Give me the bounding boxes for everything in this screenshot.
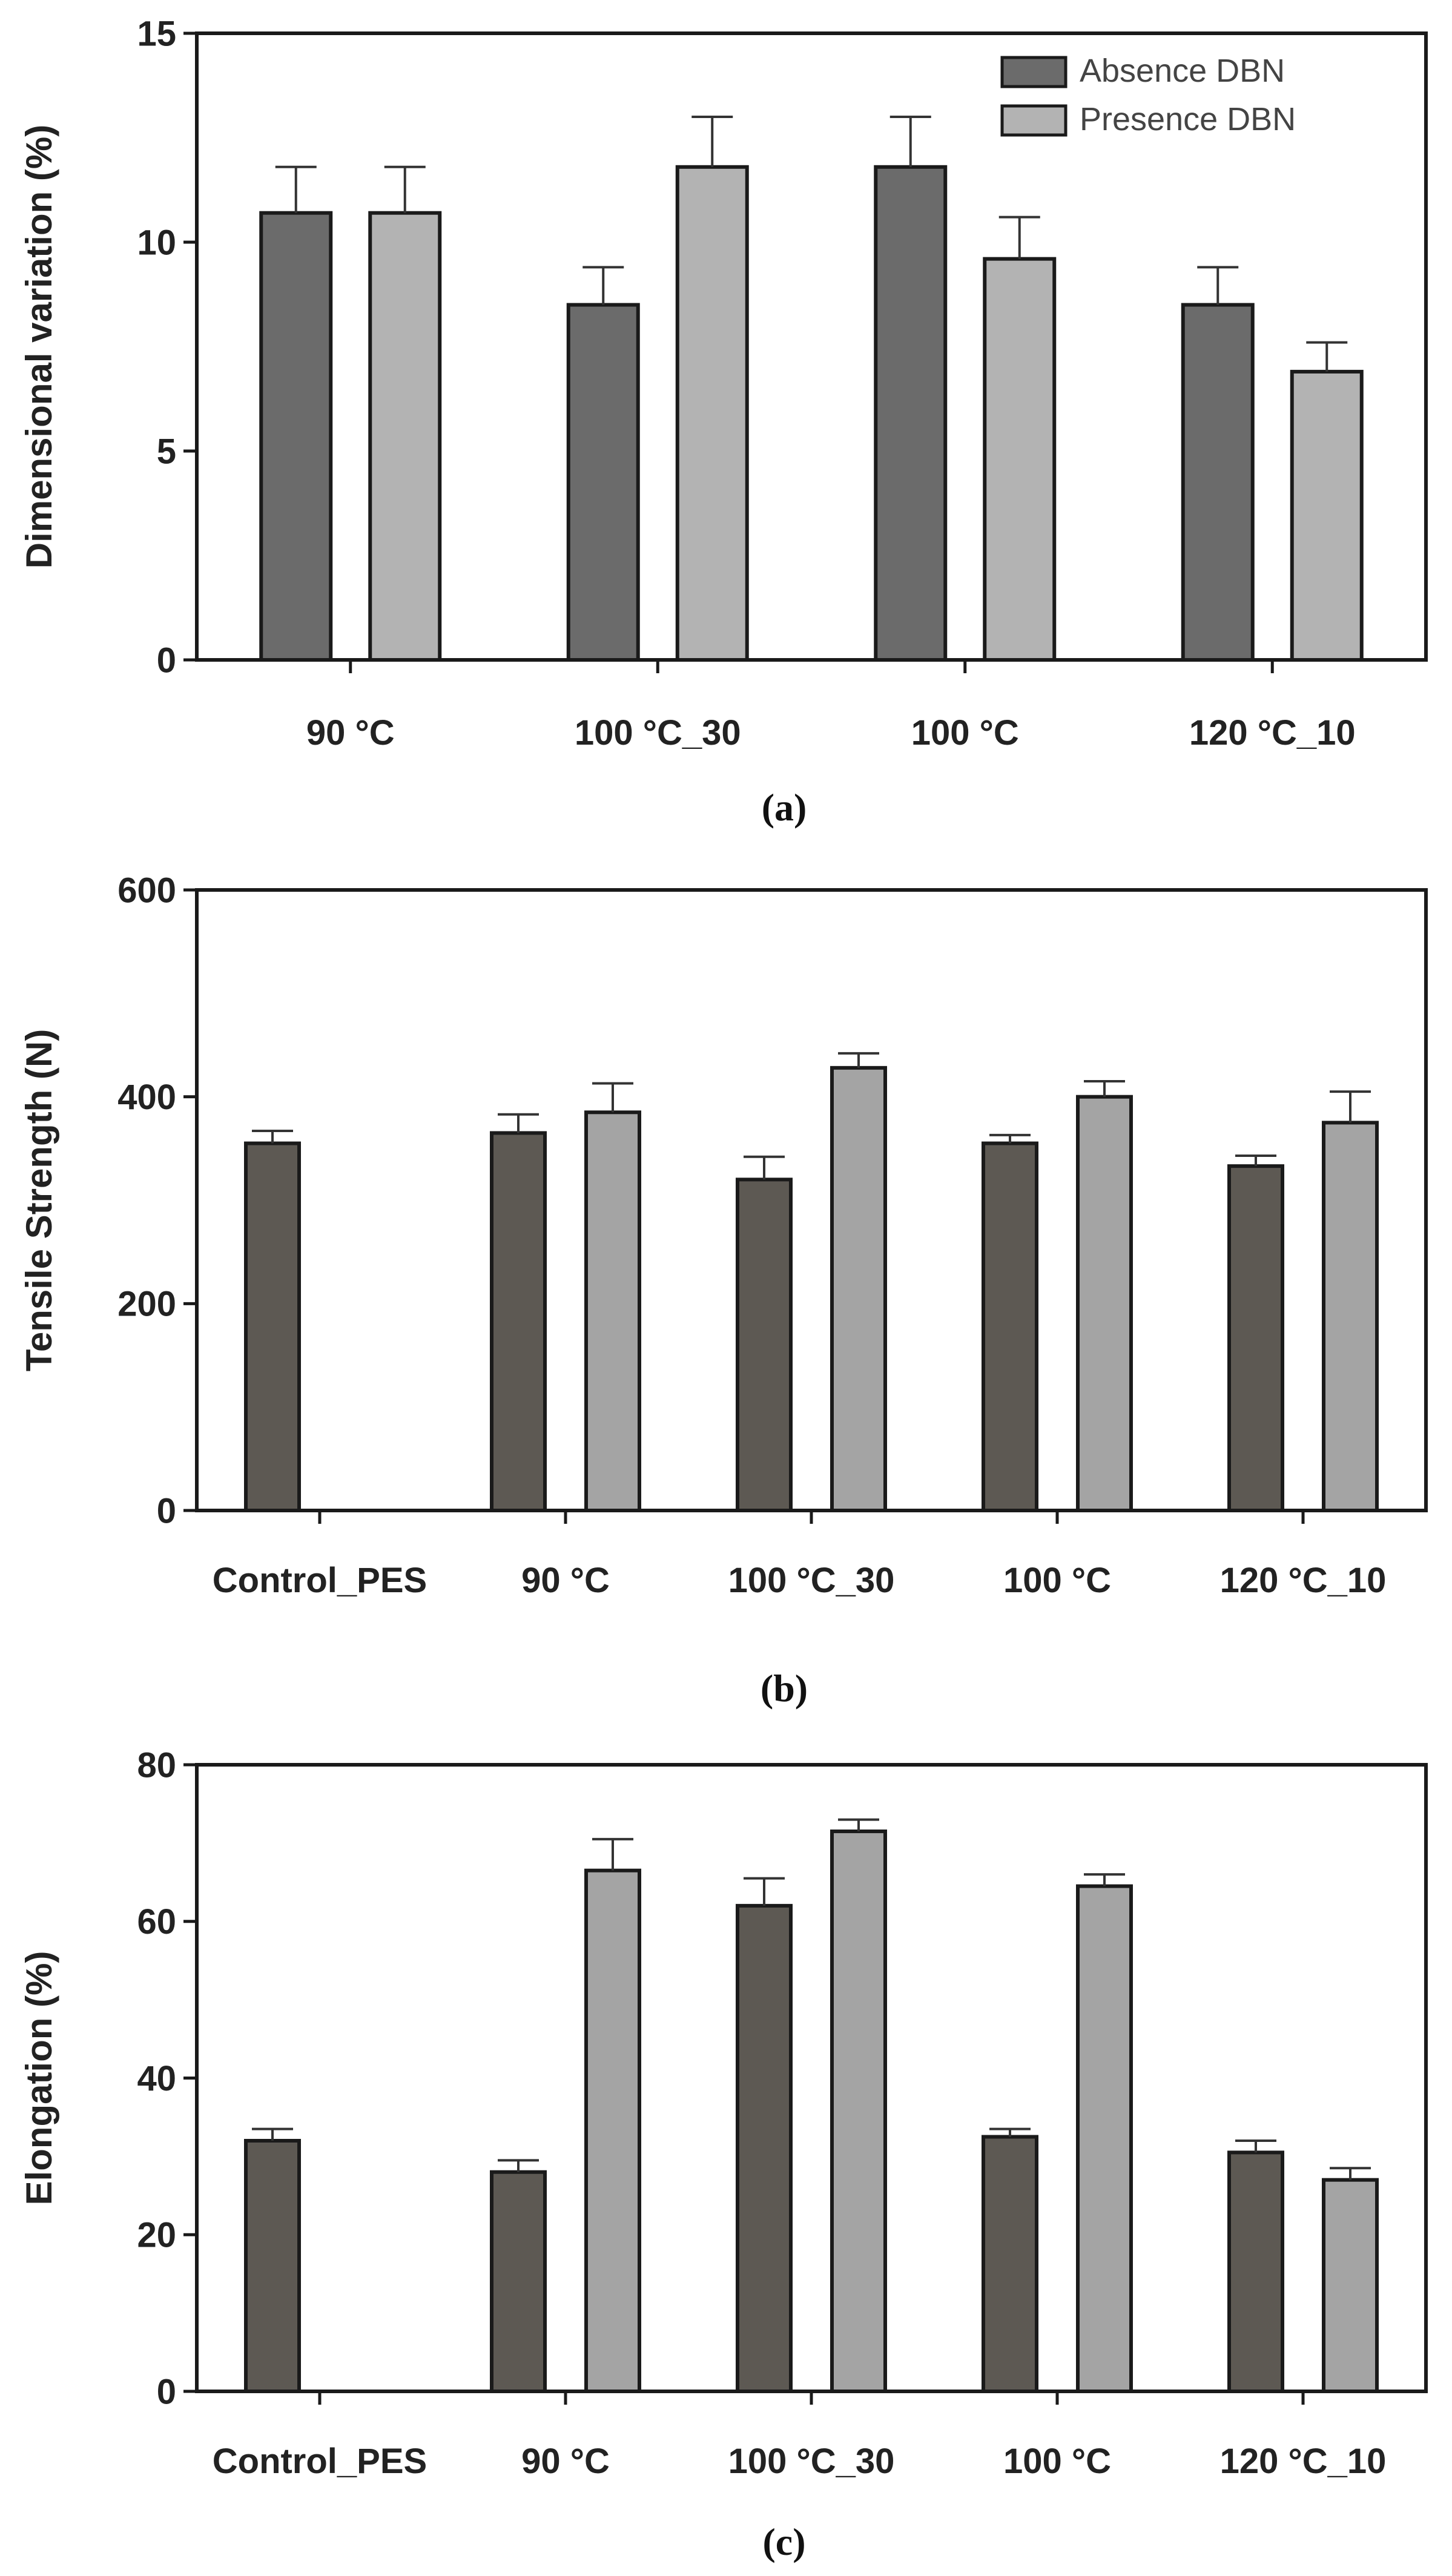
x-tick-label: 100 °C [911,713,1019,753]
bar-absence-2 [874,165,948,662]
bar-absence-3 [982,1141,1038,1512]
panel-caption: (a) [762,786,807,829]
y-tick-label: 5 [157,432,176,471]
bar-presence-4 [1322,1121,1379,1512]
y-tick-label: 15 [137,14,176,53]
y-tick-label: 0 [157,641,176,680]
y-tick-label: 20 [137,2216,176,2255]
y-tick-label: 40 [137,2059,176,2098]
chart-panel-a: 0 5 10 15 Dimensional variation (%) 90 °C 100 … [19,14,1428,829]
bar-presence-0 [368,211,442,662]
x-tick-label: 90 °C [306,713,395,753]
legend-swatch-presence [1000,104,1068,137]
bar-presence-2 [830,1829,887,2393]
x-tick-label: 100 °C_30 [728,2442,895,2481]
y-axis-title: Elongation (%) [19,1951,59,2205]
x-tick-label: 120 °C_10 [1220,1561,1387,1600]
bar-absence-1 [566,303,640,662]
bar-absence-3 [982,2135,1038,2393]
bar-absence-2 [736,1903,793,2393]
legend-label-absence: Absence DBN [1080,53,1285,89]
bar-presence-3 [1076,1884,1133,2393]
chart-panel-b: 0 200 400 600 Tensile Strength (N) Control_PE… [19,871,1428,1710]
y-tick-label: 10 [137,223,176,262]
bar-absence-0 [259,211,333,662]
bar-absence-2 [736,1178,793,1513]
y-tick-label: 60 [137,1902,176,1942]
bar-presence-4 [1322,2178,1379,2393]
bar-absence-1 [490,1131,547,1513]
panel-caption: (c) [762,2520,805,2563]
x-tick-label: 120 °C_10 [1220,2442,1387,2481]
bar-presence-3 [1290,369,1364,662]
x-tick-label: 100 °C [1003,1561,1111,1600]
y-tick-label: 0 [157,2372,176,2411]
y-tick-label: 600 [117,871,176,910]
bar-presence-1 [675,165,749,662]
bar-absence-0 [244,2139,301,2393]
x-tick-label: 100 °C_30 [575,713,741,753]
x-tick-label: 100 °C_30 [728,1561,895,1600]
x-tick-label: 100 °C [1003,2442,1111,2481]
x-tick-label: Control_PES [213,2442,427,2481]
bar-absence-4 [1227,2150,1284,2393]
legend-label-presence: Presence DBN [1080,101,1296,137]
y-tick-label: 200 [117,1285,176,1324]
bar-presence-3 [1076,1095,1133,1512]
bar-absence-3 [1181,303,1255,662]
y-axis-title: Tensile Strength (N) [19,1029,59,1372]
bar-presence-1 [584,1110,641,1512]
bar-absence-0 [244,1141,301,1512]
legend-swatch-absence [1000,56,1068,88]
bar-absence-1 [490,2170,547,2393]
bar-presence-1 [584,1868,641,2393]
bar-absence-4 [1227,1164,1284,1512]
x-tick-label: 90 °C [521,1561,610,1600]
x-tick-label: 120 °C_10 [1189,713,1356,753]
plot-frame [195,31,1428,662]
y-tick-label: 400 [117,1078,176,1117]
panel-caption: (b) [761,1667,808,1710]
chart-panel-c: 0 20 40 60 80 Elongation (%) Control_PES 90 °C 1… [19,1745,1428,2563]
x-tick-label: Control_PES [213,1561,427,1600]
bar-presence-2 [983,257,1057,662]
x-tick-label: 90 °C [521,2442,610,2481]
y-tick-label: 0 [157,1491,176,1530]
y-axis-title: Dimensional variation (%) [19,125,59,568]
bar-presence-2 [830,1066,887,1513]
y-tick-label: 80 [137,1745,176,1785]
